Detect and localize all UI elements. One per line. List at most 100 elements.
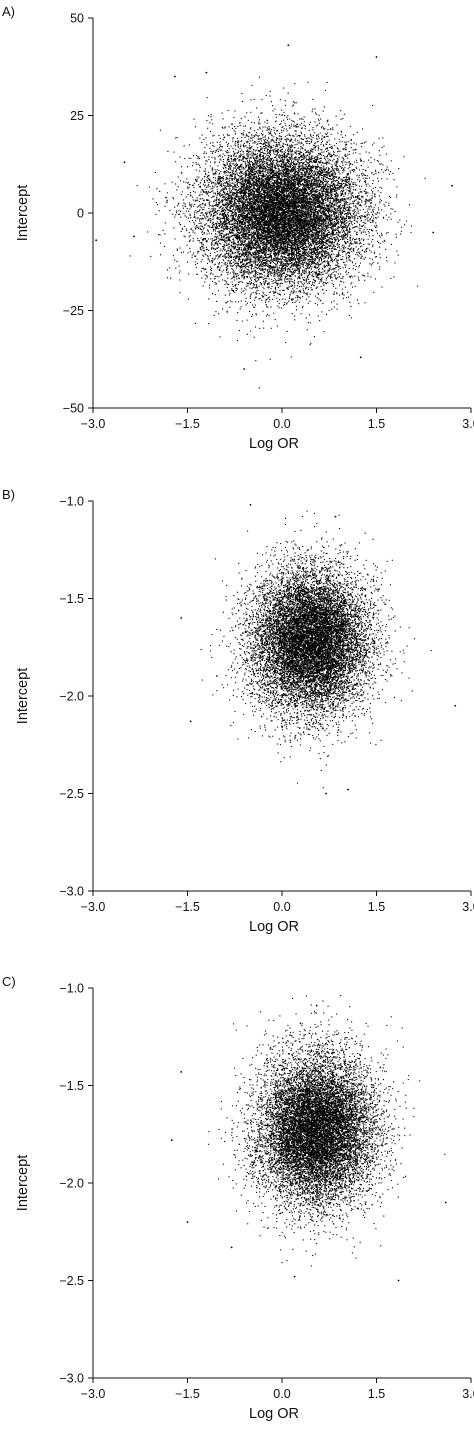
data-point <box>349 190 350 191</box>
data-point <box>321 232 322 233</box>
data-point <box>242 261 243 262</box>
data-point <box>207 211 208 212</box>
data-point <box>301 313 302 314</box>
data-point <box>357 201 358 202</box>
data-point <box>294 102 295 103</box>
data-point <box>243 167 244 168</box>
data-point <box>290 147 291 148</box>
data-point <box>259 139 260 140</box>
data-point <box>281 260 282 261</box>
data-point <box>347 232 348 233</box>
data-point <box>291 286 292 287</box>
data-point <box>356 252 357 253</box>
data-point <box>253 230 254 231</box>
data-point <box>299 186 300 187</box>
data-point <box>320 153 321 154</box>
data-point <box>308 296 309 297</box>
data-point <box>348 198 349 199</box>
data-point <box>328 199 329 200</box>
data-point <box>230 300 231 301</box>
data-point <box>395 211 396 212</box>
data-point <box>211 181 212 182</box>
data-point <box>226 164 227 165</box>
data-point <box>302 190 303 191</box>
data-point <box>279 274 280 275</box>
data-point <box>265 148 266 149</box>
data-point <box>293 105 294 106</box>
data-point <box>315 272 316 273</box>
data-point <box>265 170 266 171</box>
data-point <box>379 150 380 151</box>
data-point <box>334 276 335 277</box>
data-point <box>204 227 205 228</box>
data-point <box>235 263 236 264</box>
data-point <box>302 283 303 284</box>
data-point <box>328 184 329 185</box>
data-point <box>266 95 267 96</box>
data-point <box>208 195 209 196</box>
data-point <box>199 158 200 159</box>
data-point <box>217 186 218 187</box>
data-point <box>365 180 366 181</box>
data-point <box>342 141 343 142</box>
data-point <box>289 298 290 299</box>
data-point <box>382 164 383 165</box>
data-point <box>367 211 368 212</box>
data-point <box>266 183 267 184</box>
data-point <box>279 145 280 146</box>
data-point <box>294 282 295 283</box>
data-point <box>254 219 255 220</box>
data-point <box>194 212 195 213</box>
data-point <box>208 323 209 324</box>
data-point <box>295 204 296 205</box>
data-point <box>212 260 213 261</box>
data-point <box>332 206 333 207</box>
data-point <box>234 234 235 235</box>
data-point <box>236 320 237 321</box>
data-point <box>349 259 350 260</box>
data-point <box>215 276 216 277</box>
data-point <box>214 252 215 253</box>
data-point <box>247 155 248 156</box>
data-point <box>246 230 247 231</box>
data-point <box>325 230 326 231</box>
data-point <box>366 206 367 207</box>
data-point <box>265 153 266 154</box>
data-point <box>291 156 292 157</box>
data-point <box>359 224 360 225</box>
data-point <box>279 124 280 125</box>
data-point <box>222 250 223 251</box>
data-point <box>201 259 202 260</box>
data-point <box>327 201 328 202</box>
data-point <box>325 200 326 201</box>
data-point <box>323 261 324 262</box>
data-point <box>254 271 255 272</box>
data-point <box>178 176 179 177</box>
data-point <box>212 293 213 294</box>
data-point <box>226 225 227 226</box>
data-point <box>208 182 209 183</box>
data-point <box>322 141 323 142</box>
data-point <box>214 215 215 216</box>
data-point <box>324 163 325 164</box>
data-point <box>327 133 328 134</box>
data-point <box>310 168 311 169</box>
data-point <box>236 173 237 174</box>
data-point <box>329 154 330 155</box>
data-point <box>336 292 337 293</box>
data-point <box>285 342 286 343</box>
data-point <box>218 135 219 136</box>
data-point <box>354 231 355 232</box>
data-point <box>213 151 214 152</box>
data-point <box>307 163 308 164</box>
data-point <box>337 219 338 220</box>
data-point <box>306 263 307 264</box>
data-point <box>343 276 344 277</box>
data-point <box>283 120 284 121</box>
data-point <box>221 149 222 150</box>
data-point <box>244 137 245 138</box>
data-point <box>316 277 317 278</box>
data-point <box>261 138 262 139</box>
data-point <box>364 175 365 176</box>
